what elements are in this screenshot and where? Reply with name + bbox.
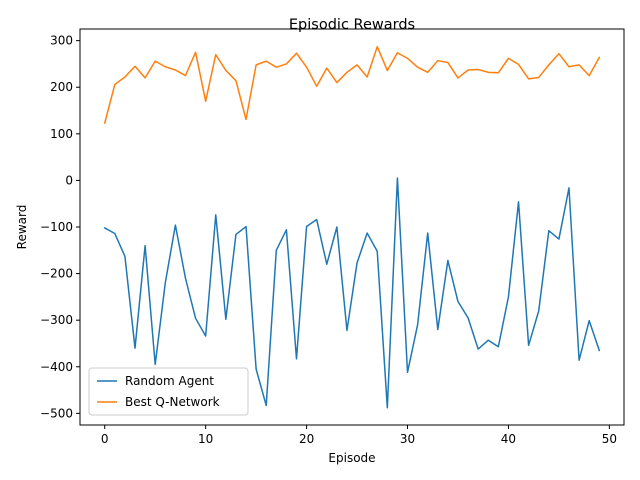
legend: Random Agent Best Q-Network bbox=[88, 367, 249, 416]
x-tick-label: 30 bbox=[400, 432, 415, 446]
plot-frame bbox=[79, 28, 625, 426]
y-tick-label: 100 bbox=[50, 127, 73, 141]
x-tick-label: 10 bbox=[198, 432, 213, 446]
y-tick-label: 300 bbox=[50, 34, 73, 48]
series-line-random-agent bbox=[103, 177, 601, 409]
y-tick-label: −300 bbox=[40, 313, 73, 327]
y-tick-label: 0 bbox=[65, 173, 73, 187]
y-tick-label: 200 bbox=[50, 80, 73, 94]
x-axis-label: Episode bbox=[328, 451, 375, 465]
x-tick-label: 0 bbox=[101, 432, 109, 446]
y-tick-label: −400 bbox=[40, 360, 73, 374]
y-tick-label: −500 bbox=[40, 406, 73, 420]
x-axis-ticks: 0 10 20 30 40 50 bbox=[101, 425, 617, 446]
y-axis-label: Reward bbox=[15, 205, 29, 250]
y-tick-label: −200 bbox=[40, 267, 73, 281]
chart-title: Episodic Rewards bbox=[289, 17, 415, 33]
series-layer bbox=[103, 45, 601, 409]
x-tick-label: 50 bbox=[602, 432, 617, 446]
y-axis-ticks: −500 −400 −300 −200 −100 0 100 200 300 bbox=[40, 34, 80, 420]
x-tick-label: 40 bbox=[501, 432, 516, 446]
legend-label-random-agent: Random Agent bbox=[125, 374, 214, 388]
x-tick-label: 20 bbox=[299, 432, 314, 446]
y-tick-label: −100 bbox=[40, 220, 73, 234]
series-line-best-q-network bbox=[103, 45, 601, 125]
legend-box bbox=[88, 367, 249, 416]
legend-label-best-q-network: Best Q-Network bbox=[125, 395, 220, 409]
